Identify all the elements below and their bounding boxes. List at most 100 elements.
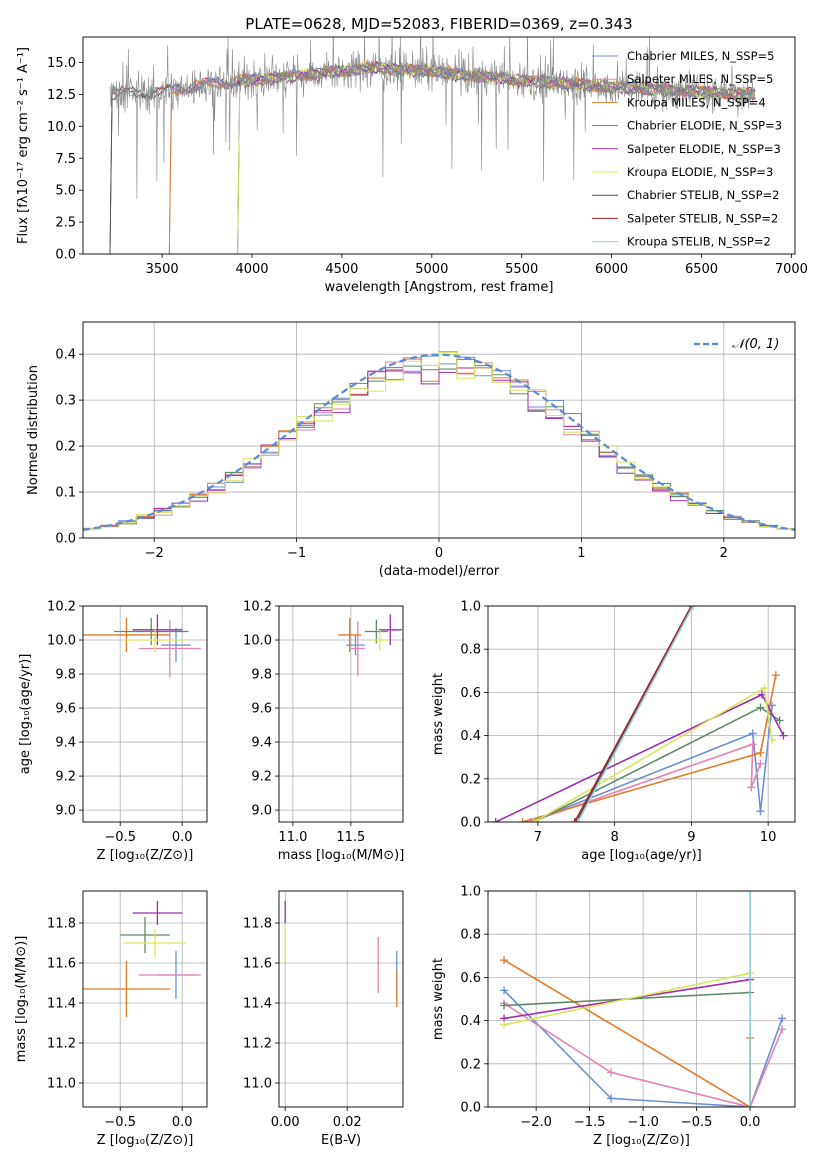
z-weight-ytick-label: 1.0 xyxy=(460,885,481,900)
spectrum-xtick-label: 5500 xyxy=(505,262,538,277)
normal-curve xyxy=(83,353,795,531)
weight-marker xyxy=(771,671,780,680)
residuals-xtick-label: −1 xyxy=(287,546,306,561)
ebv-mass-ytick-label: 11.2 xyxy=(243,1037,272,1052)
z-mass-ylabel: mass [log₁₀(M/M⊙)] xyxy=(14,936,29,1063)
spectrum-xtick-label: 4000 xyxy=(235,262,268,277)
spectrum-ytick-label: 15.0 xyxy=(47,56,76,71)
ebv-mass-ytick-label: 11.8 xyxy=(243,917,272,932)
mass-age-ytick-label: 9.6 xyxy=(251,702,272,717)
residuals-xtick-label: 1 xyxy=(577,546,585,561)
weight-line xyxy=(503,989,783,1107)
weight-line xyxy=(503,959,751,1107)
age-weight-ytick-label: 1.0 xyxy=(460,600,481,615)
z-weight-ylabel: mass weight xyxy=(431,958,446,1040)
age-weight-ytick-label: 0.4 xyxy=(460,729,481,744)
spectrum-plot-area xyxy=(109,37,756,254)
spectrum-ytick-label: 0.0 xyxy=(55,248,76,263)
mass-age-xlabel: mass [log₁₀(M/M⊙)] xyxy=(278,848,405,863)
z-weight-xtick-label: 0.0 xyxy=(740,1115,761,1130)
legend-entry: Kroupa STELIB, N_SSP=2 xyxy=(627,235,771,249)
ebv-mass-panel: 0.00 0.02 11.0 11.2 11.4 11.6 11.8 E(B-V) xyxy=(243,890,404,1148)
mass-age-xtick-label: 11.5 xyxy=(336,830,365,845)
z-age-ylabel: age [log₁₀(age/yr)] xyxy=(18,654,33,775)
spectrum-xtick-label: 5000 xyxy=(415,262,448,277)
spectrum-title: PLATE=0628, MJD=52083, FIBERID=0369, z=0… xyxy=(245,15,632,33)
age-weight-xlabel: age [log₁₀(age/yr)] xyxy=(581,848,702,863)
z-age-ytick-label: 9.8 xyxy=(55,668,76,683)
weight-marker xyxy=(500,1020,509,1029)
z-weight-xtick-label: −1.5 xyxy=(574,1115,606,1130)
age-weight-xtick-label: 10 xyxy=(760,830,777,845)
spectrum-data-line xyxy=(109,37,756,200)
mass-age-ytick-label: 9.4 xyxy=(251,736,272,751)
spectrum-xtick-label: 6500 xyxy=(685,262,718,277)
z-weight-frame xyxy=(487,890,796,1108)
z-weight-panel: −2.0 −1.5 −1.0 −0.5 0.0 0.0 0.2 0.4 0.6 0.8 1.0 Z [… xyxy=(431,885,796,1148)
age-weight-plot-area xyxy=(491,606,788,822)
z-age-xtick-label: −0.5 xyxy=(104,830,136,845)
z-age-ytick-label: 9.2 xyxy=(55,770,76,785)
legend-entry: Salpeter ELODIE, N_SSP=3 xyxy=(627,142,781,156)
z-age-ytick-label: 9.4 xyxy=(55,736,76,751)
legend-entry: Kroupa ELODIE, N_SSP=3 xyxy=(627,165,773,179)
z-weight-ytick-label: 0.8 xyxy=(460,928,481,943)
weight-marker xyxy=(500,1001,509,1010)
legend-entry: Salpeter STELIB, N_SSP=2 xyxy=(627,211,778,225)
ebv-mass-xlabel: E(B-V) xyxy=(321,1133,361,1148)
z-age-xlabel: Z [log₁₀(Z/Z⊙)] xyxy=(97,848,194,863)
weight-marker xyxy=(779,731,788,740)
age-weight-ylabel: mass weight xyxy=(431,673,446,755)
age-weight-ytick-label: 0.0 xyxy=(460,816,481,831)
weight-marker xyxy=(756,703,765,712)
weight-marker xyxy=(746,891,755,895)
z-age-panel: −0.5 0.0 9.0 9.2 9.4 9.6 9.8 10.0 10.2 Z [log₁₀(Z… xyxy=(18,600,208,863)
weight-line xyxy=(577,606,694,822)
z-age-xtick-label: 0.0 xyxy=(172,830,193,845)
z-age-frame xyxy=(82,605,208,823)
weight-marker xyxy=(518,818,527,822)
age-weight-xtick-label: 9 xyxy=(687,830,695,845)
age-weight-ytick-label: 0.6 xyxy=(460,686,481,701)
spectrum-panel: 3500 4000 4500 5000 5500 6000 6500 7000 0.0 2.5 5.… xyxy=(16,15,808,295)
spectrum-xtick-label: 6000 xyxy=(595,262,628,277)
residuals-ytick-label: 0.3 xyxy=(55,394,76,409)
weight-marker xyxy=(530,818,539,822)
weight-line xyxy=(529,743,762,822)
weight-marker xyxy=(747,783,756,792)
mass-age-ytick-label: 9.2 xyxy=(251,770,272,785)
weight-marker xyxy=(778,1025,787,1034)
age-weight-frame xyxy=(487,605,796,823)
spectrum-ytick-label: 10.0 xyxy=(47,120,76,135)
mass-age-ytick-label: 9.0 xyxy=(251,804,272,819)
z-age-ytick-label: 10.2 xyxy=(47,600,76,615)
weight-marker xyxy=(491,818,500,822)
weight-marker xyxy=(500,986,509,995)
spectrum-ytick-label: 5.0 xyxy=(55,184,76,199)
z-weight-ytick-label: 0.2 xyxy=(460,1057,481,1072)
ebv-mass-frame xyxy=(278,890,404,1108)
weight-marker xyxy=(500,956,509,965)
spectrum-xtick-label: 3500 xyxy=(146,262,179,277)
legend-entry: Kroupa MILES, N_SSP=4 xyxy=(627,95,766,109)
residuals-ytick-label: 0.1 xyxy=(55,486,76,501)
z-weight-xtick-label: −2.0 xyxy=(520,1115,552,1130)
weight-marker xyxy=(756,807,765,816)
legend-entry: 𝒩(0, 1) xyxy=(732,337,779,352)
z-mass-plot-area xyxy=(83,901,201,1017)
age-weight-ytick-label: 0.2 xyxy=(460,772,481,787)
z-age-plot-area xyxy=(83,614,201,678)
z-age-ytick-label: 9.6 xyxy=(55,702,76,717)
spectrum-xlabel: wavelength [Angstrom, rest frame] xyxy=(325,280,554,295)
weight-marker xyxy=(688,606,697,610)
weight-marker xyxy=(746,1103,755,1107)
spectrum-ytick-label: 2.5 xyxy=(55,216,76,231)
residuals-ytick-label: 0.4 xyxy=(55,348,76,363)
z-weight-xlabel: Z [log₁₀(Z/Z⊙)] xyxy=(593,1133,690,1148)
residuals-xlabel: (data-model)/error xyxy=(379,564,500,579)
z-weight-ytick-label: 0.4 xyxy=(460,1014,481,1029)
spectrum-xtick-label: 4500 xyxy=(325,262,358,277)
spectrum-frame xyxy=(82,36,796,255)
z-weight-xtick-label: −1.0 xyxy=(627,1115,659,1130)
